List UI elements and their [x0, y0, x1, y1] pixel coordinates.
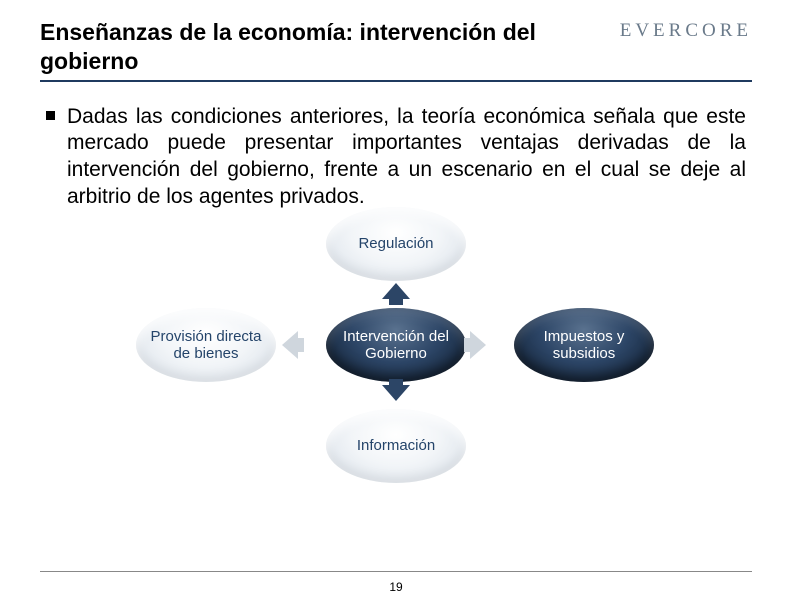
arrow-left-icon — [282, 331, 298, 359]
page-number: 19 — [0, 580, 792, 594]
footer-rule — [40, 571, 752, 572]
node-bottom: Información — [326, 409, 466, 483]
node-top: Regulación — [326, 207, 466, 281]
node-right: Impuestos y subsidios — [514, 308, 654, 382]
node-left-label: Provisión directa de bienes — [142, 328, 270, 363]
node-top-label: Regulación — [358, 235, 433, 252]
node-bottom-label: Información — [357, 437, 435, 454]
arrow-right-icon — [470, 331, 486, 359]
slide: Enseñanzas de la economía: intervención … — [0, 0, 792, 612]
brand-logo: EVERCORE — [620, 20, 752, 42]
header: Enseñanzas de la economía: intervención … — [40, 18, 752, 82]
node-left: Provisión directa de bienes — [136, 308, 276, 382]
bullet-text: Dadas las condiciones anteriores, la teo… — [67, 104, 746, 212]
slide-title: Enseñanzas de la economía: intervención … — [40, 18, 640, 76]
node-right-label: Impuestos y subsidios — [520, 328, 648, 363]
bullet-item: Dadas las condiciones anteriores, la teo… — [46, 104, 746, 212]
node-center: Intervención del Gobierno — [326, 308, 466, 382]
intervention-diagram: Regulación Provisión directa de bienes I… — [116, 205, 676, 485]
bullet-marker-icon — [46, 111, 55, 120]
arrow-up-icon — [382, 283, 410, 299]
arrow-down-icon — [382, 385, 410, 401]
node-center-label: Intervención del Gobierno — [332, 328, 460, 363]
